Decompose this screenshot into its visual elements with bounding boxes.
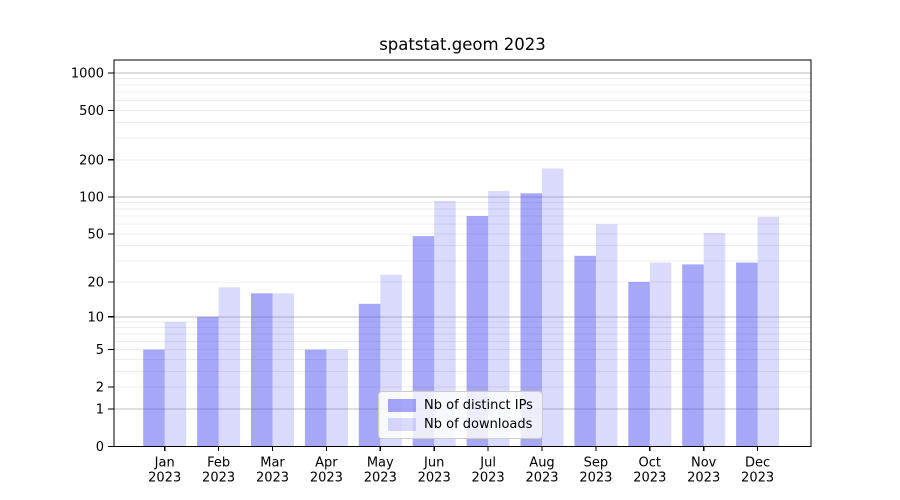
y-tick-label-200: 200 [79,153,104,168]
x-tick-label-year-feb: 2023 [202,471,235,486]
x-tick-label-month-nov: Nov [691,456,717,471]
bar-feb-2023-s1 [218,287,241,447]
y-tick-label-20: 20 [87,275,104,290]
legend-item-distinct-ips: Nb of distinct IPs [388,396,533,415]
y-tick-label-10: 10 [87,310,104,325]
x-tick-label-month-jan: Jan [154,456,175,471]
x-tick-label-year-mar: 2023 [256,471,289,486]
bar-oct-2023-s1 [649,262,672,447]
bar-mar-2023-s0 [251,293,273,447]
y-tick-label-1: 1 [96,403,104,418]
x-axis: Jan2023Feb2023Mar2023Apr2023May2023Jun20… [148,446,774,486]
legend-item-downloads: Nb of downloads [388,415,533,434]
x-tick-label-month-aug: Aug [529,456,554,471]
bar-dec-2023-s0 [736,262,758,447]
y-tick-label-50: 50 [87,227,104,242]
legend-label-distinct-ips: Nb of distinct IPs [424,398,533,413]
x-tick-label-year-nov: 2023 [687,471,720,486]
bar-may-2023-s0 [358,303,381,447]
y-tick-label-5: 5 [96,343,104,358]
bar-aug-2023-s1 [542,168,564,447]
legend-label-downloads: Nb of downloads [424,417,533,432]
x-tick-label-year-dec: 2023 [741,471,774,486]
x-tick-label-month-may: May [367,456,394,471]
bar-nov-2023-s0 [682,264,704,447]
bar-jun-2023-s1 [434,200,456,447]
chart-title: spatstat.geom 2023 [379,35,546,54]
bar-apr-2023-s1 [326,349,348,447]
bar-sep-2023-s1 [595,224,618,447]
y-tick-label-0: 0 [96,440,104,455]
bar-jan-2023-s0 [143,349,165,447]
x-tick-label-month-apr: Apr [315,456,338,471]
plot-frame [113,59,812,448]
x-tick-label-year-jul: 2023 [472,471,505,486]
bar-aug-2023-s0 [520,193,542,447]
x-tick-label-month-feb: Feb [207,456,230,471]
legend-box: Nb of distinct IPs Nb of downloads [378,391,543,439]
y-tick-label-1000: 1000 [71,66,104,81]
x-tick-label-month-sep: Sep [584,456,609,471]
x-tick-label-year-apr: 2023 [310,471,343,486]
x-tick-label-year-may: 2023 [364,471,397,486]
bar-sep-2023-s0 [574,255,596,447]
legend-swatch-downloads [388,418,416,431]
bar-feb-2023-s0 [197,316,219,447]
x-tick-label-year-sep: 2023 [579,471,612,486]
bar-jan-2023-s1 [164,322,187,447]
x-tick-label-year-jun: 2023 [418,471,451,486]
x-tick-label-month-jul: Jul [479,456,496,471]
x-tick-label-month-oct: Oct [639,456,661,471]
bar-jul-2023-s1 [488,190,510,447]
bar-dec-2023-s1 [757,216,780,447]
x-tick-label-month-dec: Dec [745,456,770,471]
bar-oct-2023-s0 [628,281,650,447]
bar-nov-2023-s1 [703,232,726,447]
y-tick-label-100: 100 [79,191,104,206]
bar-jul-2023-s0 [466,216,489,447]
x-tick-label-month-jun: Jun [423,456,444,471]
x-tick-label-year-oct: 2023 [633,471,666,486]
x-tick-label-year-aug: 2023 [525,471,558,486]
y-axis: 0 1 2 5 10 20 50 100 200 500 1000 [71,66,114,455]
bar-apr-2023-s0 [304,349,327,447]
x-tick-label-month-mar: Mar [260,456,285,471]
x-tick-label-year-jan: 2023 [148,471,181,486]
bar-mar-2023-s1 [272,293,294,447]
legend-swatch-distinct-ips [388,399,416,412]
y-tick-label-500: 500 [79,104,104,119]
y-tick-label-2: 2 [96,381,104,396]
